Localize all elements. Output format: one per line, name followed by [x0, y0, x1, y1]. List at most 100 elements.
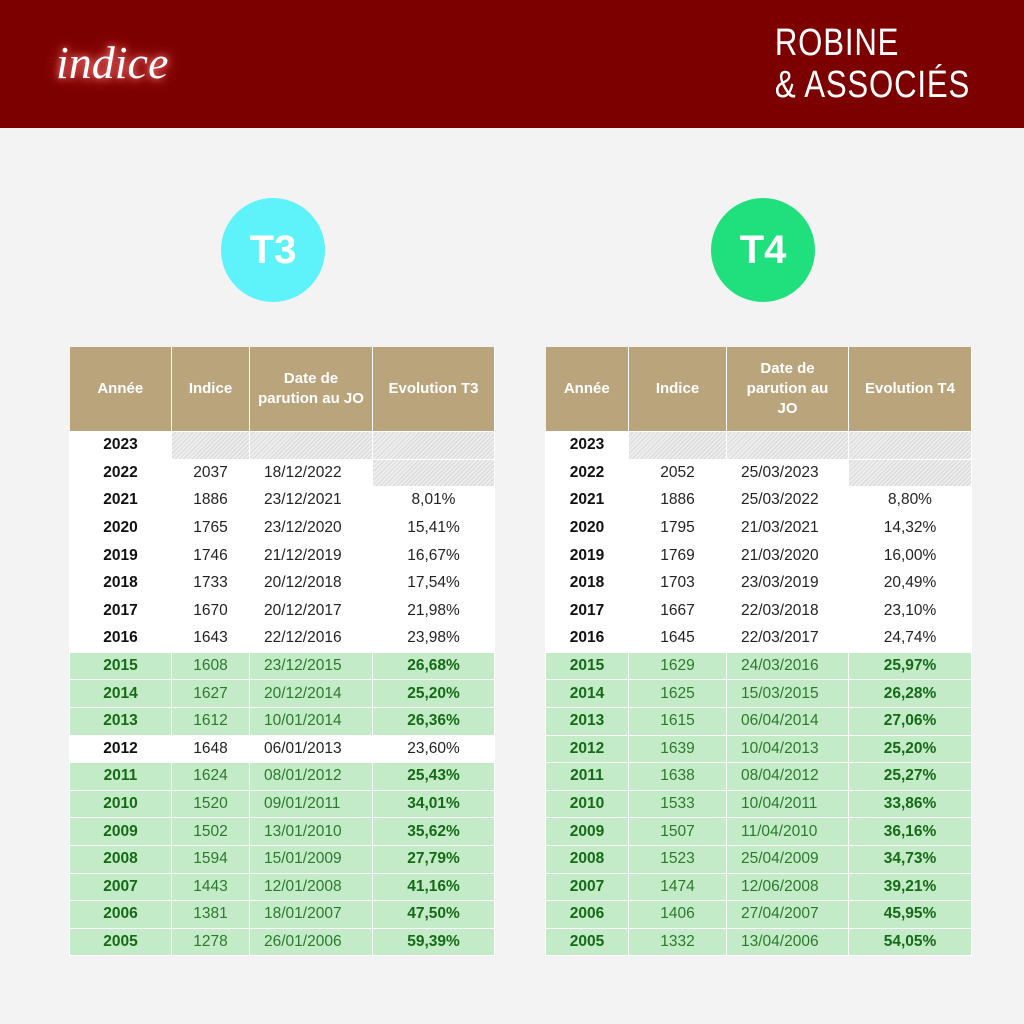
- table-cell: 2021: [69, 486, 172, 515]
- table-cell: 08/01/2012: [249, 762, 373, 791]
- table-cell: 2052: [628, 458, 727, 488]
- table-row: 2005 1332 13/04/2006 54,05%: [545, 927, 972, 957]
- table-cell: 34,73%: [848, 844, 972, 874]
- table-row: 2011 1638 08/04/2012 25,27%: [545, 762, 972, 791]
- table-cell: 06/01/2013: [249, 734, 373, 764]
- table-cell: 41,16%: [372, 872, 495, 902]
- table-cell: 33,86%: [848, 789, 972, 819]
- table-cell: 1507: [628, 817, 727, 846]
- table-cell: 2016: [545, 624, 629, 653]
- empty-cell: [372, 458, 495, 488]
- table-cell: 2008: [69, 844, 172, 874]
- table-cell: 25/03/2023: [726, 458, 849, 488]
- table-row: 2007 1474 12/06/2008 39,21%: [545, 872, 972, 902]
- table-row: 2023: [545, 431, 972, 460]
- table-cell: 1381: [171, 900, 250, 929]
- table-cell: 54,05%: [848, 927, 972, 957]
- table-cell: 2021: [545, 486, 629, 515]
- table-cell: 2020: [545, 513, 629, 543]
- table-cell: 2005: [545, 927, 629, 957]
- table-cell: 18/01/2007: [249, 900, 373, 929]
- table-body: 2023 2022 2052 25/03/2023 2021 1886 25/03/2022…: [545, 431, 972, 957]
- table-cell: 10/01/2014: [249, 706, 373, 736]
- empty-cell: [848, 458, 972, 488]
- table-cell: 21,98%: [372, 596, 495, 626]
- table-cell: 20/12/2014: [249, 679, 373, 708]
- table-cell: 25/03/2022: [726, 486, 849, 515]
- table-cell: 2018: [545, 568, 629, 598]
- table-cell: 39,21%: [848, 872, 972, 902]
- column-header: Date de parution au JO: [726, 347, 849, 432]
- table-cell: 1625: [628, 679, 727, 708]
- table-cell: 2023: [545, 431, 629, 460]
- table-cell: 45,95%: [848, 900, 972, 929]
- table-cell: 1629: [628, 651, 727, 681]
- table-cell: 08/04/2012: [726, 762, 849, 791]
- table-cell: 2015: [69, 651, 172, 681]
- table-row: 2014 1627 20/12/2014 25,20%: [69, 679, 495, 708]
- table-cell: 16,00%: [848, 541, 972, 570]
- table-cell: 16,67%: [372, 541, 495, 570]
- column-header: Année: [545, 347, 629, 432]
- table-cell: 2006: [69, 900, 172, 929]
- table-cell: 2014: [545, 679, 629, 708]
- table-row: 2017 1670 20/12/2017 21,98%: [69, 596, 495, 626]
- column-header: Evolution T4: [848, 347, 972, 432]
- table-cell: 8,01%: [372, 486, 495, 515]
- table-cell: 15/01/2009: [249, 844, 373, 874]
- table-cell: 1643: [171, 624, 250, 653]
- table-cell: 27/04/2007: [726, 900, 849, 929]
- empty-cell: [372, 431, 495, 460]
- table-cell: 1474: [628, 872, 727, 902]
- table-cell: 2010: [69, 789, 172, 819]
- table-cell: 20/12/2017: [249, 596, 373, 626]
- table-cell: 11/04/2010: [726, 817, 849, 846]
- table-row: 2021 1886 25/03/2022 8,80%: [545, 486, 972, 515]
- table-cell: 1332: [628, 927, 727, 957]
- table-cell: 20,49%: [848, 568, 972, 598]
- table-cell: 1533: [628, 789, 727, 819]
- table-cell: 12/06/2008: [726, 872, 849, 902]
- table-head: Année Indice Date de parution au JO Evoluti…: [545, 347, 972, 432]
- table-cell: 2013: [545, 706, 629, 736]
- table-row: 2008 1594 15/01/2009 27,79%: [69, 844, 495, 874]
- table-cell: 1615: [628, 706, 727, 736]
- table-cell: 1648: [171, 734, 250, 764]
- table-cell: 2011: [69, 762, 172, 791]
- table-cell: 1670: [171, 596, 250, 626]
- table-row: 2016 1643 22/12/2016 23,98%: [69, 624, 495, 653]
- table-cell: 36,16%: [848, 817, 972, 846]
- table-row: 2020 1795 21/03/2021 14,32%: [545, 513, 972, 543]
- table-cell: 23,60%: [372, 734, 495, 764]
- table-cell: 12/01/2008: [249, 872, 373, 902]
- table-cell: 1667: [628, 596, 727, 626]
- table-cell: 1608: [171, 651, 250, 681]
- table-cell: 24,74%: [848, 624, 972, 653]
- table-cell: 2011: [545, 762, 629, 791]
- table-cell: 2022: [545, 458, 629, 488]
- table-cell: 27,06%: [848, 706, 972, 736]
- table-row: 2015 1629 24/03/2016 25,97%: [545, 651, 972, 681]
- empty-cell: [249, 431, 373, 460]
- table-cell: 1502: [171, 817, 250, 846]
- data-table: Année Indice Date de parution au JO Evoluti…: [545, 347, 972, 957]
- table-cell: 47,50%: [372, 900, 495, 929]
- table-cell: 2005: [69, 927, 172, 957]
- table-cell: 25,27%: [848, 762, 972, 791]
- table-row: 2011 1624 08/01/2012 25,43%: [69, 762, 495, 791]
- table-cell: 2012: [545, 734, 629, 764]
- table-row: 2014 1625 15/03/2015 26,28%: [545, 679, 972, 708]
- table-cell: 21/12/2019: [249, 541, 373, 570]
- table-cell: 2017: [69, 596, 172, 626]
- table-row: 2022 2052 25/03/2023: [545, 458, 972, 488]
- table-cell: 1886: [171, 486, 250, 515]
- brand-line: ROBINE: [774, 22, 900, 64]
- table-cell: 1639: [628, 734, 727, 764]
- table-row: 2015 1608 23/12/2015 26,68%: [69, 651, 495, 681]
- table-row: 2009 1502 13/01/2010 35,62%: [69, 817, 495, 846]
- table-cell: 25,97%: [848, 651, 972, 681]
- badge: T3: [221, 198, 325, 302]
- table-row: 2019 1746 21/12/2019 16,67%: [69, 541, 495, 570]
- table-cell: 2007: [69, 872, 172, 902]
